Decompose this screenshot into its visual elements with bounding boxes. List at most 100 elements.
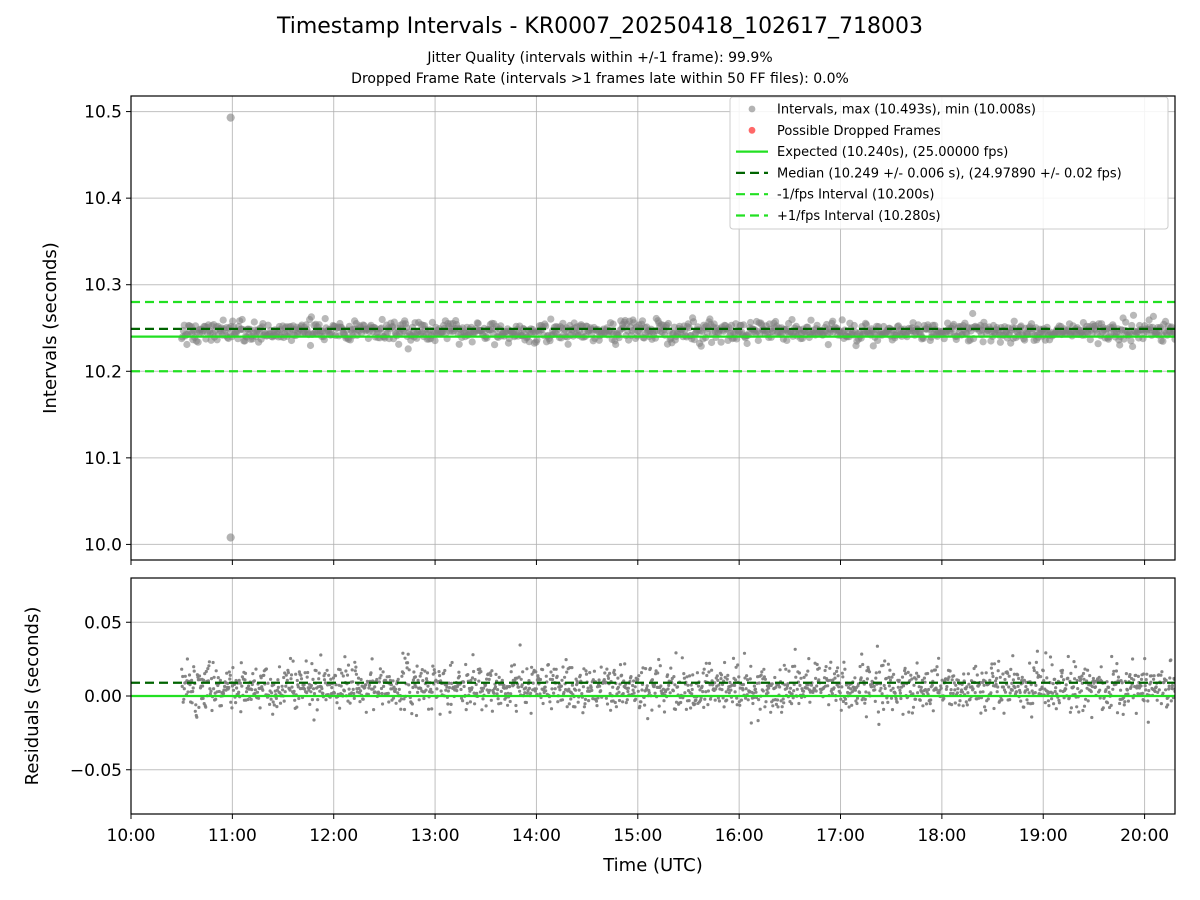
residuals-point: [947, 675, 951, 679]
residuals-point: [246, 697, 250, 702]
residuals-point: [612, 668, 616, 672]
residuals-point: [306, 670, 310, 675]
residuals-point: [944, 687, 949, 692]
residuals-point: [1057, 698, 1061, 702]
residuals-point: [912, 683, 916, 687]
intervals-point: [1159, 337, 1167, 345]
residuals-point: [481, 697, 485, 701]
residuals-point: [794, 675, 798, 679]
residuals-point: [615, 692, 619, 696]
residuals-point: [437, 670, 441, 674]
residuals-point: [1086, 699, 1090, 703]
intervals-outlier-point-1: [226, 533, 235, 542]
residuals-point: [377, 680, 381, 684]
residuals-point: [219, 704, 223, 708]
residuals-point: [953, 701, 957, 705]
residuals-point: [427, 707, 431, 711]
residuals-point: [429, 687, 433, 691]
residuals-point: [480, 708, 484, 712]
residuals-point: [251, 672, 255, 676]
residuals-point: [406, 652, 410, 656]
residuals-point: [288, 656, 293, 661]
residuals-point: [726, 673, 730, 678]
intervals-point: [404, 345, 412, 353]
residuals-point: [662, 710, 667, 714]
residuals-point: [706, 689, 711, 693]
residuals-point: [1105, 701, 1110, 705]
residuals-point: [187, 673, 192, 677]
residuals-point: [881, 701, 885, 705]
residuals-point: [338, 706, 342, 710]
residuals-point: [666, 673, 670, 677]
residuals-point: [195, 715, 199, 719]
residuals-point: [310, 662, 314, 666]
intervals-point: [1086, 336, 1094, 344]
residuals-point: [299, 677, 304, 681]
residuals-point: [836, 674, 840, 678]
intervals-point: [533, 336, 541, 344]
residuals-point: [734, 665, 738, 669]
residuals-point: [647, 691, 651, 695]
residuals-point: [753, 687, 758, 691]
residuals-point: [710, 668, 714, 672]
residuals-point: [496, 688, 500, 692]
residuals-point: [455, 689, 459, 693]
residuals-point: [314, 669, 318, 673]
residuals-point: [1031, 701, 1035, 706]
residuals-point: [237, 678, 241, 683]
residuals-point: [756, 719, 760, 723]
residuals-point: [1050, 697, 1054, 701]
residuals-point: [853, 676, 857, 680]
residuals-point: [1132, 678, 1136, 682]
residuals-point: [751, 701, 755, 706]
residuals-point: [417, 698, 421, 702]
intervals-point: [638, 317, 647, 325]
residuals-point: [656, 671, 660, 675]
residuals-point: [1114, 669, 1118, 673]
residuals-point: [1035, 649, 1039, 653]
residuals-point: [746, 678, 750, 682]
residuals-point: [918, 698, 922, 702]
residuals-point: [1119, 688, 1123, 692]
residuals-point: [444, 688, 448, 692]
residuals-point: [1053, 689, 1057, 694]
residuals-point: [901, 684, 906, 688]
residuals-point: [261, 688, 265, 692]
legend-marker-1: [748, 126, 756, 134]
residuals-point: [910, 677, 914, 681]
residuals-point: [714, 687, 718, 691]
residuals-xtick-label: 10:00: [107, 826, 156, 846]
residuals-point: [711, 683, 715, 687]
residuals-point: [582, 705, 587, 709]
residuals-point: [829, 660, 833, 664]
residuals-point: [503, 692, 508, 696]
residuals-point: [239, 710, 243, 714]
residuals-point: [739, 698, 744, 702]
residuals-point: [698, 688, 702, 692]
residuals-point: [488, 671, 492, 675]
residuals-point: [552, 691, 556, 695]
residuals-point: [524, 686, 528, 690]
residuals-point: [309, 683, 313, 688]
residuals-point: [864, 690, 868, 694]
residuals-point: [277, 665, 282, 669]
intervals-point: [914, 321, 922, 329]
residuals-point: [923, 680, 927, 684]
residuals-point: [735, 696, 739, 700]
residuals-point: [762, 667, 766, 671]
residuals-point: [888, 678, 893, 682]
legend: Intervals, max (10.493s), min (10.008s) P…: [729, 96, 1169, 230]
residuals-point: [859, 676, 863, 680]
residuals-point: [1156, 690, 1160, 695]
residuals-point: [640, 688, 644, 692]
residuals-point: [717, 699, 722, 703]
residuals-point: [367, 683, 372, 687]
residuals-point: [316, 698, 320, 702]
residuals-point: [814, 676, 818, 681]
residuals-point: [194, 703, 198, 707]
residuals-point: [333, 674, 338, 678]
intervals-point: [685, 324, 693, 332]
residuals-point: [679, 700, 683, 705]
residuals-point: [1003, 677, 1007, 682]
intervals-point: [746, 318, 755, 327]
